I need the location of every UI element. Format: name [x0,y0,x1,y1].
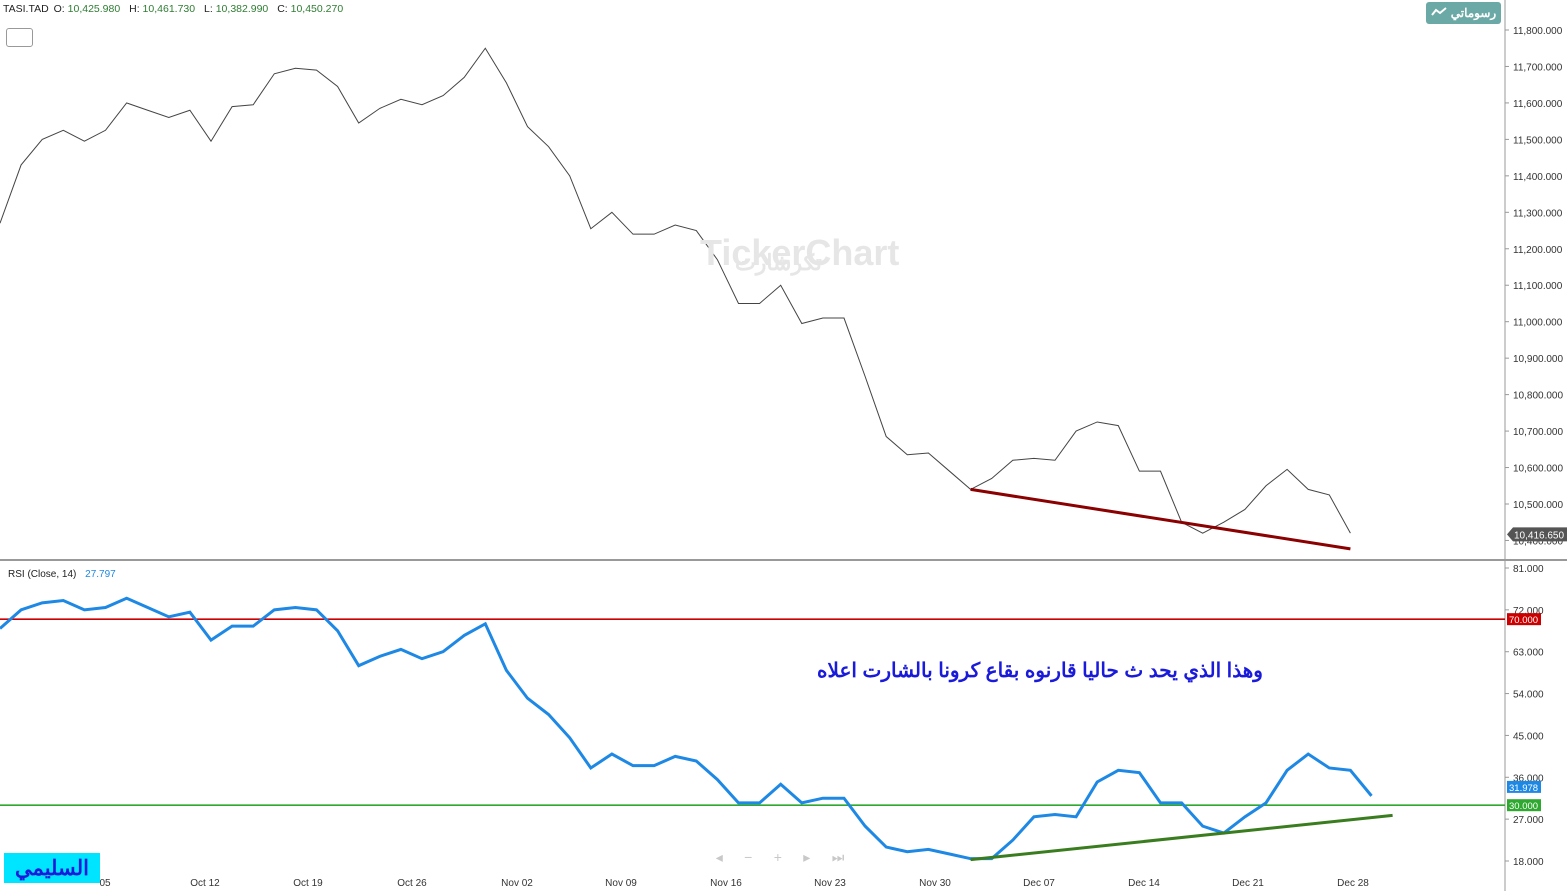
x-tick-label: Dec 14 [1128,878,1160,889]
rsi-y-tick-label: 54.000 [1513,690,1544,701]
x-tick-label: Dec 07 [1023,878,1055,889]
price-y-tick-label: 11,700.000 [1513,62,1563,73]
last-price-label: 10,416.650 [1514,530,1564,541]
rsi-level-badge-30 [1507,799,1541,812]
rsi-y-tick-label: 18.000 [1513,857,1544,868]
rsi-level-label-30: 30.000 [1509,801,1538,812]
x-tick-label: Oct 12 [190,878,220,889]
price-y-tick-label: 11,400.000 [1513,172,1563,183]
high-value: 10,461.730 [142,3,196,15]
price-series-line [0,47,1351,534]
ohlc-header: TASI.TAD O: 10,425.980 H: 10,461.730 L: … [3,3,347,15]
my-drawings-button[interactable]: رسوماتي [1426,2,1501,24]
price-y-tick-label: 11,000.000 [1513,318,1563,329]
open-label: O: [53,3,65,15]
rsi-params: (Close, 14) [27,569,77,580]
price-y-tick-label: 11,100.000 [1513,281,1563,292]
x-tick-label: Nov 30 [919,878,951,889]
open-value: 10,425.980 [67,3,121,15]
price-y-tick-label: 11,200.000 [1513,245,1563,256]
close-value: 10,450.270 [290,3,344,15]
x-tick-label: Nov 23 [814,878,846,889]
toggle-panel-button[interactable] [6,28,33,47]
zoom-in-button[interactable]: + [773,849,782,865]
symbol-label: TASI.TAD [3,3,49,15]
price-y-tick-label: 10,700.000 [1513,427,1563,438]
watermark-arabic: تكرشارت [735,250,822,275]
x-tick-label: Dec 28 [1337,878,1369,889]
rsi-level-badge-70 [1507,613,1541,626]
author-badge: السليمي [4,853,100,883]
x-tick-label: Oct 26 [397,878,427,889]
rsi-level-label-70: 70.000 [1509,615,1538,626]
rsi-y-tick-label: 36.000 [1513,773,1544,784]
x-tick-label: 05 [99,878,111,889]
rsi-legend: RSI (Close, 14) 27.797 [8,569,116,580]
price-y-tick-label: 10,500.000 [1513,500,1563,511]
price-y-tick-label: 11,300.000 [1513,208,1563,219]
low-value: 10,382.990 [215,3,269,15]
last-price-badge [1507,527,1567,542]
close-label: C: [277,3,288,15]
rsi-y-tick-label: 27.000 [1513,815,1544,826]
rsi-y-tick-label: 72.000 [1513,606,1544,617]
high-label: H: [129,3,140,15]
rsi-series-line [0,596,1373,861]
low-label: L: [204,3,213,15]
x-tick-label: Dec 21 [1232,878,1264,889]
x-tick-label: Nov 16 [710,878,742,889]
my-drawings-label: رسوماتي [1450,6,1497,20]
x-tick-label: Nov 02 [501,878,533,889]
rsi-value: 27.797 [85,569,116,580]
x-tick-label: Nov 09 [605,878,637,889]
rsi-last-badge [1507,780,1541,793]
rsi-y-tick-label: 45.000 [1513,731,1544,742]
annotation-text: وهذا الذي يحد ث حاليا قارنوه بقاع كرونا … [817,660,1263,682]
watermark: TickerChart [700,232,900,273]
price-y-tick-label: 11,500.000 [1513,135,1563,146]
price-y-tick-label: 11,800.000 [1513,26,1563,37]
scroll-end-button[interactable]: ⏭ [831,848,845,865]
trend-line-icon [1430,6,1447,20]
rsi-y-tick-label: 81.000 [1513,564,1544,575]
zoom-out-button[interactable]: − [744,849,753,865]
price-y-tick-label: 10,600.000 [1513,464,1563,475]
rsi-y-tick-label: 63.000 [1513,648,1544,659]
chart-nav-controls: ◂ − + ▸ ⏭ [705,848,855,866]
rsi-name: RSI [8,569,25,580]
rsi-last-label: 31.978 [1509,783,1538,794]
price-y-tick-label: 11,600.000 [1513,99,1563,110]
x-tick-label: Oct 19 [293,878,323,889]
scroll-right-button[interactable]: ▸ [803,848,811,865]
scroll-left-button[interactable]: ◂ [715,848,723,865]
rsi-trendline [970,813,1393,862]
price-trendline [970,487,1351,551]
price-y-tick-label: 10,400.000 [1513,536,1563,547]
price-y-tick-label: 10,900.000 [1513,354,1563,365]
price-y-tick-label: 10,800.000 [1513,391,1563,402]
